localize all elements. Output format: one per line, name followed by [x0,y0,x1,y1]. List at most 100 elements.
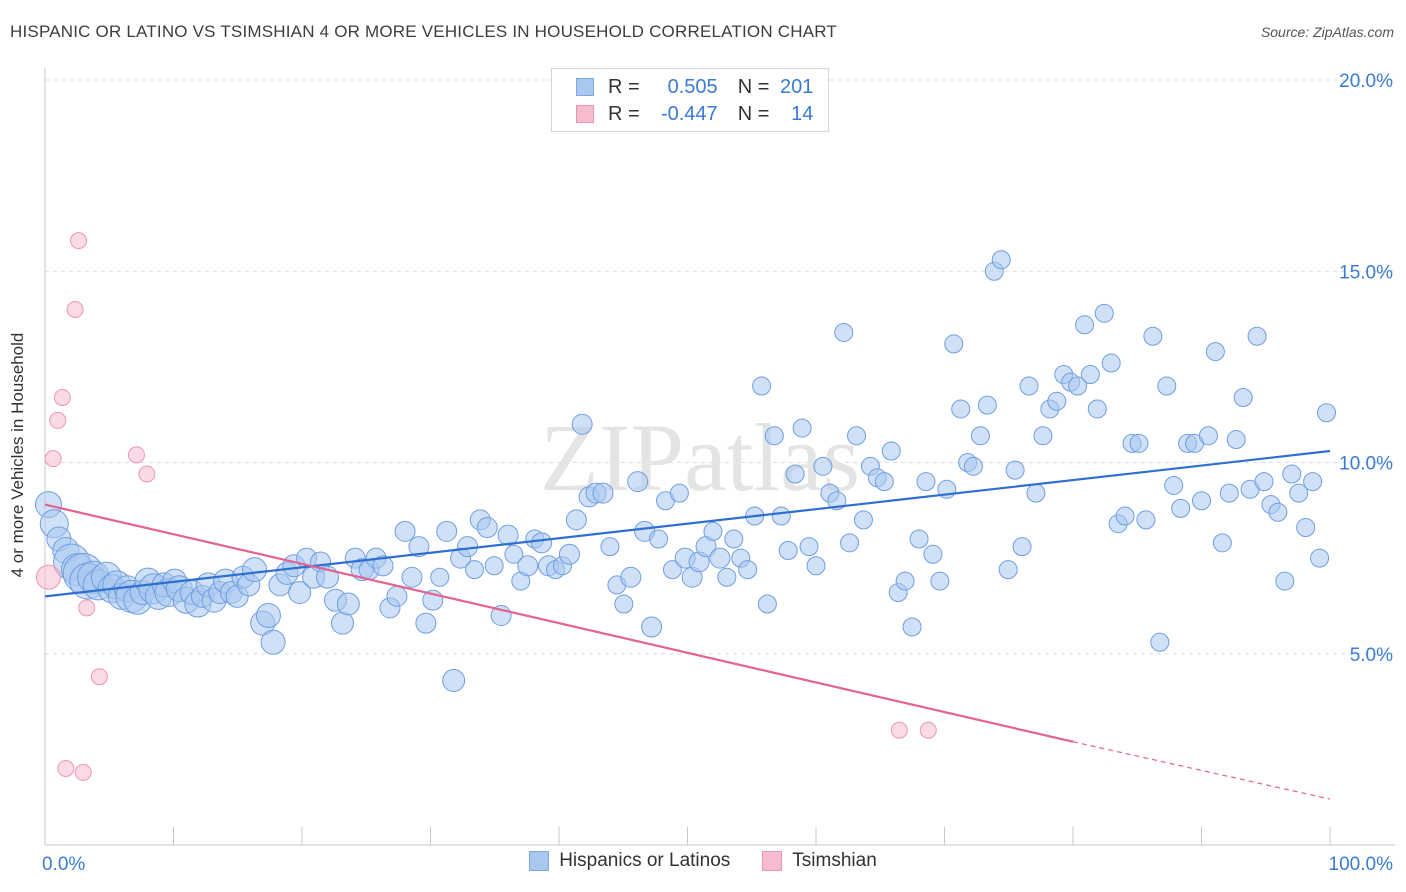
data-point [457,536,479,558]
data-point [1005,460,1025,480]
swatch-pink [576,105,594,123]
data-point [571,413,593,435]
data-point [394,520,416,542]
y-tick-label: 10.0% [1339,454,1393,475]
data-point [930,571,950,591]
data-point [662,560,682,580]
swatch-blue [576,78,594,96]
data-point [923,544,943,564]
data-point [738,560,758,580]
data-point [558,543,580,565]
data-point [484,556,504,576]
data-point [57,760,75,777]
data-point [336,592,360,616]
data-point [1019,376,1039,396]
data-point [1164,475,1184,495]
r-value: -0.447 [660,102,718,125]
data-point [881,441,901,461]
data-point [1080,365,1100,385]
data-point [442,669,466,693]
data-point [785,464,805,484]
data-point [1068,376,1088,396]
x-tick-label: 0.0% [42,854,85,875]
data-point [138,465,156,483]
data-point [834,322,854,342]
data-point [919,721,937,739]
data-point [1317,403,1337,423]
data-point [709,547,731,569]
data-point [614,594,634,614]
data-point [627,471,649,493]
data-point [1289,483,1309,503]
source-credit: Source: ZipAtlas.com [1260,24,1394,40]
data-point [799,537,819,557]
data-point [430,567,450,587]
data-point [813,456,833,476]
data-point [70,232,88,250]
data-point [1171,498,1191,518]
data-point [35,564,61,590]
data-point [1094,303,1114,323]
data-point [1101,353,1121,373]
data-point [1012,537,1032,557]
data-point [1233,387,1253,407]
data-point [840,533,860,553]
data-point [260,629,286,655]
data-point [517,555,539,577]
data-point [49,411,67,429]
data-point [565,509,587,531]
data-point [476,517,498,539]
legend-item-hispanics: Hispanics or Latinos [529,850,730,872]
data-point [1226,430,1246,450]
data-point [649,529,669,549]
chart-title: HISPANIC OR LATINO VS TSIMSHIAN 4 OR MOR… [10,22,837,41]
data-point [724,529,744,549]
data-point [288,581,312,605]
data-point [902,617,922,637]
trend-line-hispanics [44,449,1331,598]
data-point [998,560,1018,580]
y-tick-label: 5.0% [1350,645,1393,666]
data-point [970,426,990,446]
data-point [44,450,62,468]
stats-row-tsimshian: R = -0.447 N = 14 [552,100,813,128]
legend-swatch-pink [762,851,783,871]
data-point [1087,399,1107,419]
data-point [242,557,268,583]
r-label: R = [608,102,640,125]
data-point [1219,483,1239,503]
data-point [1150,632,1170,652]
data-point [1212,533,1232,553]
data-point [386,585,408,607]
series-tsimshian-points [35,232,937,781]
y-axis-label: 4 or more Vehicles in Household [8,332,27,578]
data-point [531,532,553,554]
data-point [66,301,84,318]
data-point [847,426,867,446]
data-point [74,763,92,781]
data-point [951,399,971,419]
n-label: N = [737,75,770,98]
data-point [1198,426,1218,446]
tick-labels: 5.0% 10.0% 15.0% 20.0% 0.0% 100.0% [42,71,1393,875]
data-point [874,472,894,492]
data-point [792,418,812,438]
data-point [127,446,145,464]
data-point [1047,391,1067,411]
data-point [853,510,873,530]
data-point [669,483,689,503]
data-point [1275,571,1295,591]
trend-line-tsimshian-extension [1072,741,1331,800]
data-point [641,616,663,638]
data-point [1157,376,1177,396]
trend-lines [44,449,1331,800]
data-point [331,611,355,635]
data-point [909,529,929,549]
data-point [752,376,772,396]
data-point [1268,502,1288,522]
data-point [717,567,737,587]
data-point [592,482,614,504]
data-point [78,599,96,617]
data-point [991,250,1011,270]
